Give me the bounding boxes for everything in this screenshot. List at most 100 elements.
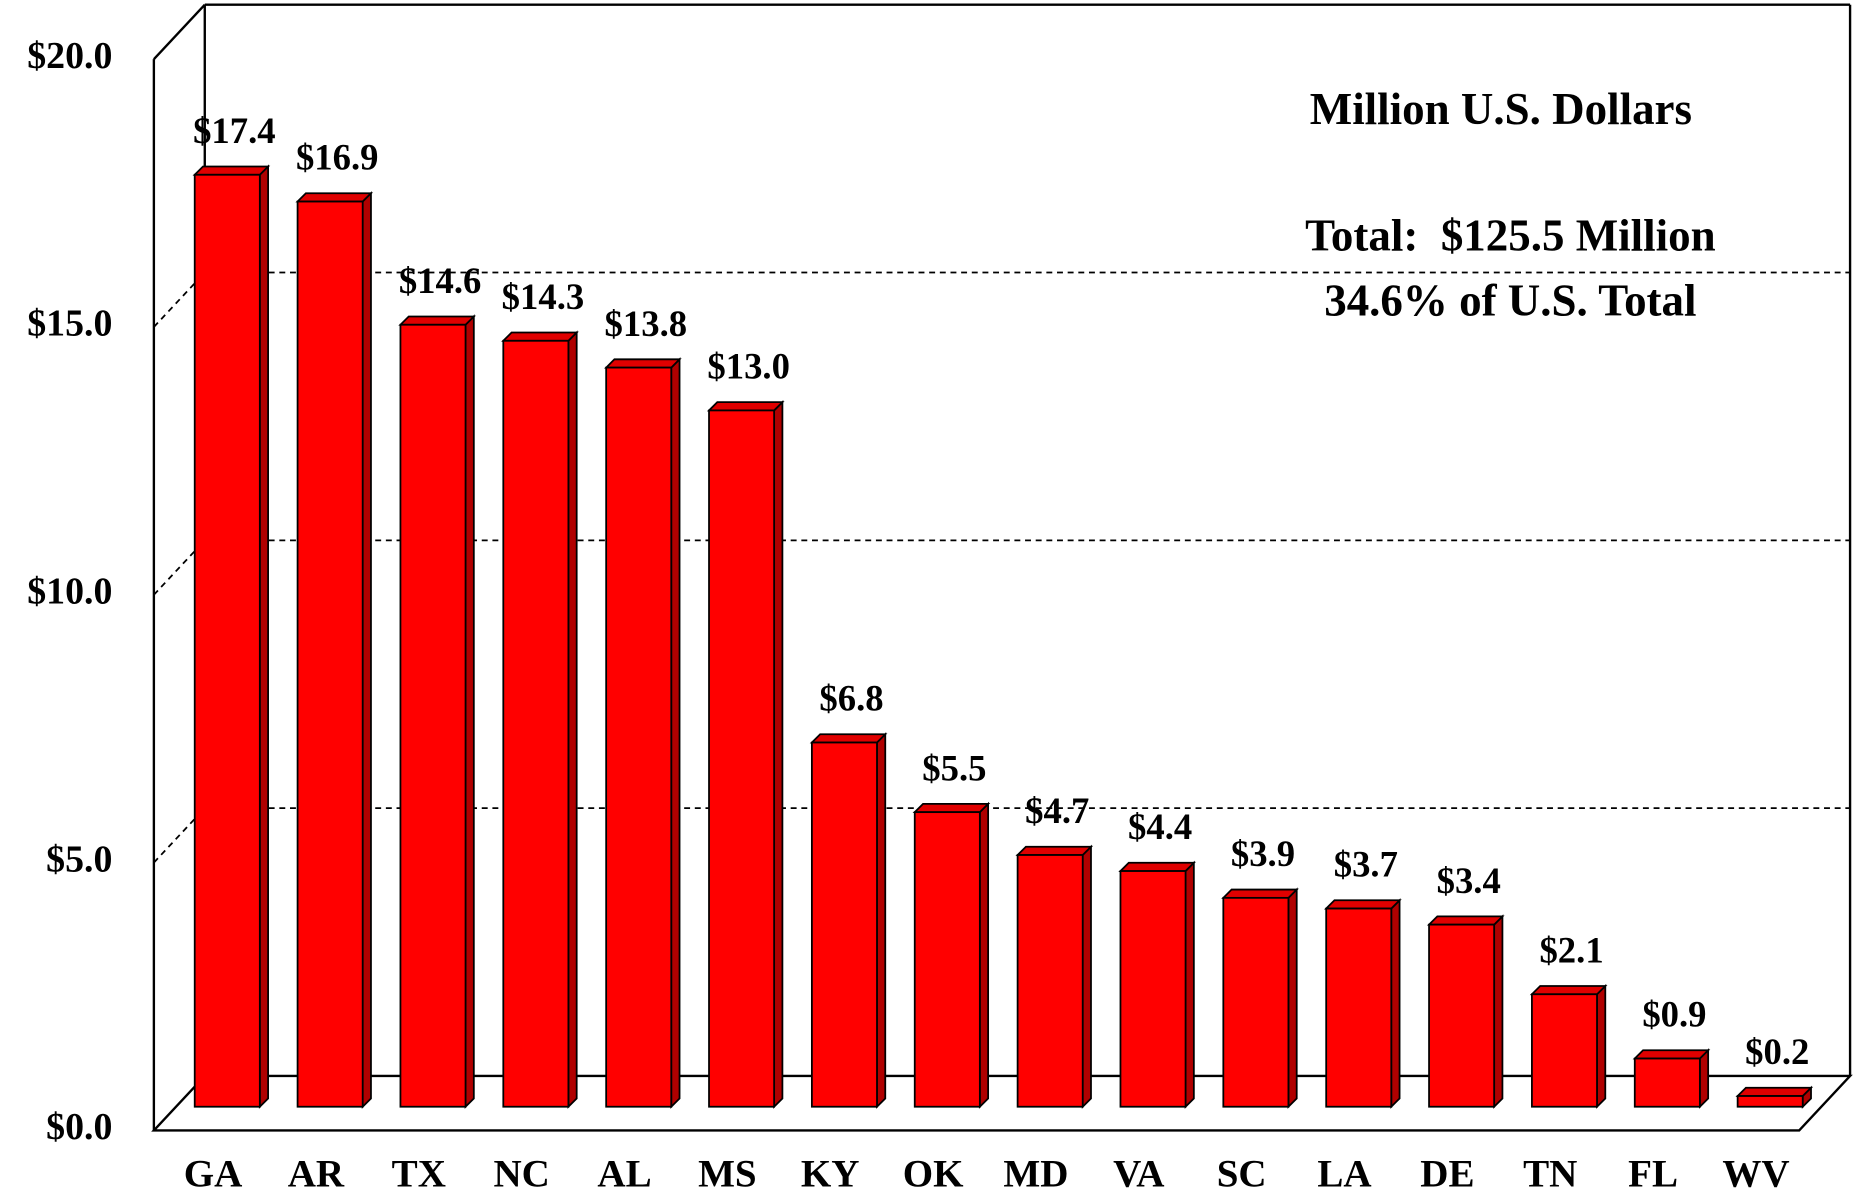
bar-group: $3.4: [1426, 860, 1505, 1109]
bar: [1325, 907, 1393, 1108]
bar-top: [1015, 845, 1094, 856]
bar-side: [258, 164, 269, 1109]
value-label: $4.4: [1128, 806, 1192, 847]
bar-top: [1221, 888, 1299, 899]
x-tick-label: SC: [1217, 1153, 1267, 1196]
value-label: $16.9: [296, 137, 379, 178]
value-label: $17.4: [193, 110, 276, 151]
bar: [913, 811, 981, 1108]
bar: [502, 339, 570, 1108]
bar-group: $6.8: [809, 678, 888, 1109]
annotation: Total: $125.5 Million: [1305, 211, 1716, 261]
y-tick-label: $5.0: [46, 838, 112, 880]
y-tick-label: $0.0: [46, 1106, 112, 1148]
bar-group: $4.4: [1118, 806, 1196, 1109]
bar-top: [1632, 1049, 1711, 1060]
value-label: $13.8: [605, 303, 688, 344]
x-tick-label: FL: [1628, 1153, 1678, 1196]
bar-top: [1735, 1086, 1814, 1097]
bar-side: [670, 357, 681, 1109]
bar-side: [361, 191, 372, 1109]
bar-top: [912, 802, 991, 814]
bar-group: $3.7: [1324, 844, 1402, 1109]
value-label: $3.9: [1231, 833, 1295, 874]
bar-side: [1493, 914, 1504, 1109]
bar: [1531, 993, 1598, 1108]
x-tick-label: KY: [801, 1153, 860, 1196]
annotation: 34.6% of U.S. Total: [1324, 276, 1696, 326]
bar-group: $3.9: [1221, 833, 1299, 1109]
bar-group: $13.0: [706, 346, 790, 1109]
side-wall-top: [153, 3, 206, 60]
value-label: $3.4: [1437, 860, 1501, 901]
side-grid-line: [153, 807, 206, 864]
bar: [1633, 1057, 1701, 1108]
bar-group: $13.8: [604, 303, 688, 1109]
bar-side: [1596, 983, 1607, 1109]
x-tick-label: TN: [1523, 1153, 1577, 1196]
x-tick-label: AL: [597, 1153, 651, 1196]
bar-group: $14.6: [398, 260, 482, 1109]
bar: [399, 323, 467, 1108]
value-label: $14.3: [502, 276, 585, 317]
bar: [1736, 1095, 1804, 1108]
annotation: Million U.S. Dollars: [1310, 84, 1692, 134]
value-label: $3.7: [1334, 844, 1398, 885]
x-tick-label: OK: [903, 1153, 964, 1196]
bar-group: $0.9: [1632, 994, 1711, 1109]
bar-top: [295, 192, 374, 203]
bar-group: $0.2: [1735, 1031, 1814, 1109]
y-tick-label: $20.0: [27, 35, 112, 77]
bar-side: [464, 314, 475, 1109]
bar-group: $16.9: [295, 137, 379, 1109]
bar: [1016, 854, 1084, 1108]
value-label: $2.1: [1539, 929, 1603, 970]
bar-group: $5.5: [912, 747, 991, 1109]
y-tick-label: $10.0: [27, 570, 112, 612]
bar-top: [706, 401, 785, 412]
x-tick-label: VA: [1113, 1153, 1164, 1196]
x-tick-label: LA: [1317, 1153, 1371, 1196]
bar-top: [809, 733, 888, 744]
bar-group: $4.7: [1015, 790, 1094, 1109]
x-tick-label: MS: [698, 1153, 757, 1196]
bar-side: [1698, 1048, 1710, 1109]
value-label: $4.7: [1025, 790, 1089, 831]
value-label: $0.9: [1642, 994, 1706, 1035]
bar-top: [604, 358, 682, 369]
x-tick-label: MD: [1003, 1153, 1068, 1196]
value-label: $6.8: [819, 678, 883, 719]
x-tick-label: TX: [392, 1153, 446, 1196]
bar-side: [876, 732, 887, 1109]
bar-top: [1426, 915, 1505, 926]
bar: [1428, 923, 1496, 1108]
bar-side: [978, 801, 990, 1109]
x-tick-label: NC: [493, 1153, 549, 1196]
bar-side: [1081, 844, 1092, 1109]
value-label: $13.0: [707, 346, 790, 387]
bar: [193, 173, 261, 1108]
bar: [1222, 896, 1290, 1108]
bar-side: [1287, 887, 1298, 1109]
side-grid-line: [153, 271, 206, 328]
value-label: $14.6: [399, 260, 482, 301]
side-grid-line: [153, 539, 206, 596]
value-label: $0.2: [1745, 1031, 1809, 1072]
bar-top: [1324, 899, 1402, 910]
bar-group: $17.4: [192, 110, 276, 1109]
bar-top: [192, 165, 271, 176]
bar-side: [1184, 860, 1195, 1109]
value-label: $5.5: [922, 747, 986, 788]
bar-side: [1390, 898, 1401, 1109]
bar-top: [398, 315, 476, 326]
x-tick-label: GA: [184, 1153, 243, 1196]
bar-top: [1118, 861, 1196, 872]
bar: [708, 409, 776, 1108]
bar-group: $14.3: [501, 276, 585, 1109]
plot: $0.0 $5.0 $10.0 $15.0 $20.0 Million U.S. Dol…: [27, 3, 1853, 1196]
x-tick-label: AR: [288, 1153, 345, 1196]
x-tick-label: WV: [1722, 1153, 1789, 1196]
bar: [1119, 870, 1187, 1108]
bar: [296, 200, 364, 1108]
